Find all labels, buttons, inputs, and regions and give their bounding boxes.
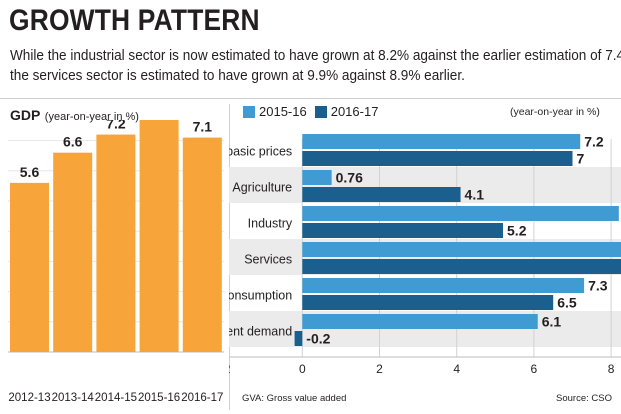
- gva-value-label-2016-17-industry: 5.2: [507, 223, 527, 239]
- gva-bar-2016-17-industry: [302, 223, 504, 238]
- gva-category-label-gva-at-basic-prices: GVA at basic prices: [229, 145, 292, 159]
- gva-bar-2015-16-industry: [302, 206, 619, 221]
- gva-tick-label: 4: [453, 362, 460, 376]
- legend-label-2015-16: 2015-16: [259, 104, 307, 119]
- gdp-category-label-2015-16: 2015-16: [138, 392, 180, 404]
- footnote: GVA: Gross value added: [242, 393, 347, 404]
- page-subtitle: While the industrial sector is now estim…: [10, 46, 621, 86]
- gdp-bar-2016-17: [182, 137, 222, 352]
- gva-bar-2015-16-services: [302, 242, 621, 257]
- gva-bar-2016-17-agriculture: [302, 187, 461, 202]
- header-divider: [0, 98, 621, 99]
- gva-bar-2016-17-investment-demand: [294, 331, 303, 346]
- gva-tick-label: 8: [608, 362, 615, 376]
- gva-chart: -20246810GVA at basic prices7.27Agricult…: [229, 134, 621, 376]
- gva-value-label-2015-16-investment-demand: 6.1: [542, 314, 562, 330]
- legend-swatch-2016-17: [314, 105, 327, 118]
- gva-category-label-services: Services: [244, 253, 292, 267]
- legend-item-2016-17: 2016-17: [314, 104, 379, 119]
- gdp-value-label-2016-17: 7.1: [193, 120, 213, 135]
- gva-bar-2015-16-gva-at-basic-prices: [302, 134, 581, 149]
- gva-tick-label: 2: [376, 362, 383, 376]
- page-title: GROWTH PATTERN: [9, 4, 260, 37]
- gva-category-label-private-consumption: Private consumption: [229, 289, 292, 303]
- gva-value-label-2016-17-agriculture: 4.1: [465, 187, 485, 203]
- gdp-bar-2014-15: [96, 134, 136, 352]
- gva-value-label-2015-16-gva-at-basic-prices: 7.2: [584, 134, 604, 150]
- gva-tick-label: 6: [531, 362, 538, 376]
- gdp-bar-2015-16: [139, 120, 179, 352]
- legend-swatch-2015-16: [243, 105, 255, 118]
- gva-bar-2016-17-services: [302, 259, 621, 274]
- subtitle-line-2: the services sector is estimated to have…: [10, 68, 465, 84]
- gva-category-label-industry: Industry: [248, 217, 293, 231]
- gva-tick-label: -2: [229, 362, 231, 376]
- gdp-chart-title: GDP: [10, 107, 41, 123]
- gva-bar-2016-17-private-consumption: [302, 295, 554, 310]
- legend-item-2015-16: 2015-16: [243, 104, 307, 119]
- legend-label-2016-17: 2016-17: [330, 104, 379, 119]
- gdp-bar-2013-14: [53, 152, 93, 352]
- subtitle-line-1: While the industrial sector is now estim…: [10, 48, 621, 64]
- gdp-value-label-2012-13: 5.6: [20, 164, 40, 180]
- gva-bar-2015-16-agriculture: [302, 170, 332, 185]
- gva-bar-2016-17-gva-at-basic-prices: [302, 151, 573, 166]
- gva-value-label-2015-16-agriculture: 0.76: [336, 170, 363, 186]
- gdp-chart-heading: GDP (year-on-year in %): [10, 107, 139, 125]
- gva-bar-2015-16-private-consumption: [302, 278, 585, 293]
- gva-bar-2015-16-investment-demand: [302, 314, 538, 329]
- source-note: Source: CSO: [556, 393, 612, 404]
- gdp-category-label-2014-15: 2014-15: [95, 392, 137, 404]
- gdp-chart-unit: (year-on-year in %): [44, 111, 139, 123]
- gdp-category-label-2012-13: 2012-13: [8, 392, 50, 404]
- gva-category-label-agriculture: Agriculture: [232, 181, 292, 195]
- gdp-category-label-2013-14: 2013-14: [52, 392, 95, 404]
- gva-value-label-2016-17-investment-demand: -0.2: [306, 331, 330, 347]
- gva-legend: 2015-16 2016-17: [243, 104, 386, 119]
- gva-category-label-investment-demand: Investment demand: [229, 325, 292, 339]
- gdp-value-label-2013-14: 6.6: [63, 134, 83, 150]
- gdp-value-label-2014-15: 7.2: [106, 120, 126, 132]
- gdp-bar-2012-13: [10, 182, 49, 352]
- gva-tick-label: 0: [299, 362, 306, 376]
- gva-value-label-2016-17-private-consumption: 6.5: [557, 295, 577, 311]
- gdp-chart: 5.62012-136.62013-147.22014-157.92015-16…: [8, 120, 224, 404]
- gva-value-label-2015-16-private-consumption: 7.3: [588, 278, 608, 294]
- gva-chart-unit: (year-on-year in %): [510, 106, 600, 118]
- gdp-category-label-2016-17: 2016-17: [181, 392, 223, 404]
- gva-value-label-2016-17-gva-at-basic-prices: 7: [577, 151, 585, 167]
